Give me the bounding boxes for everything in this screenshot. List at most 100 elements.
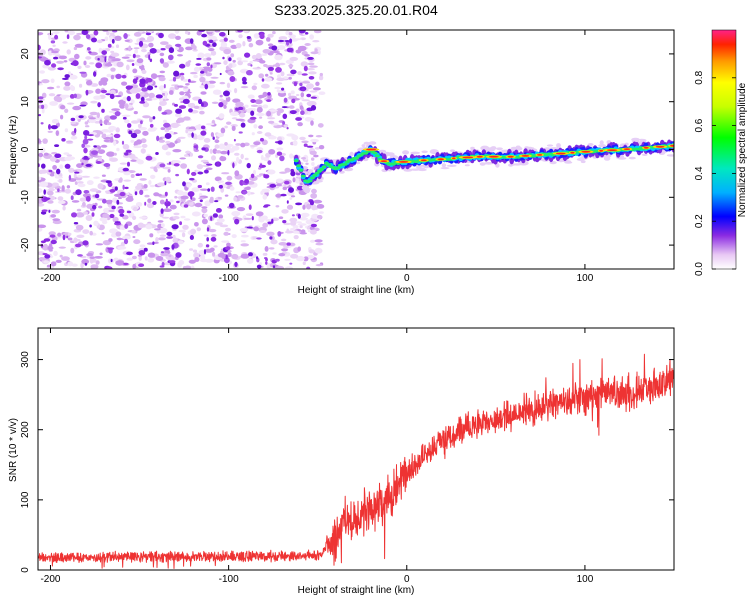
noise-blob-strong xyxy=(93,30,99,36)
noise-blob xyxy=(76,208,82,212)
noise-blob-strong xyxy=(215,208,222,213)
signal-halo xyxy=(587,143,594,146)
noise-blob xyxy=(226,121,232,125)
noise-blob xyxy=(313,30,322,34)
noise-blob-strong xyxy=(161,262,165,267)
noise-blob xyxy=(188,60,192,63)
noise-blob-strong xyxy=(197,155,204,159)
noise-blob xyxy=(261,83,270,89)
noise-blob xyxy=(177,190,184,196)
noise-blob-strong xyxy=(283,97,288,103)
noise-blob xyxy=(303,256,309,262)
noise-blob xyxy=(125,54,132,57)
noise-blob xyxy=(206,30,215,33)
noise-blob xyxy=(193,252,200,259)
noise-blob xyxy=(302,204,306,210)
noise-blob xyxy=(54,190,62,194)
noise-blob xyxy=(39,70,45,74)
noise-blob-strong xyxy=(210,186,215,192)
noise-blob-strong xyxy=(293,81,298,87)
signal-band xyxy=(335,166,341,170)
noise-blob-strong xyxy=(306,93,312,98)
figure-title: S233.2025.325.20.01.R04 xyxy=(274,2,438,18)
noise-blob xyxy=(206,84,216,89)
noise-blob-strong xyxy=(280,193,287,197)
noise-blob-strong xyxy=(171,224,179,230)
noise-blob-strong xyxy=(308,76,315,80)
noise-blob xyxy=(305,162,309,165)
noise-blob xyxy=(70,135,78,140)
noise-blob xyxy=(230,53,235,58)
noise-blob-strong xyxy=(183,204,189,208)
signal-halo xyxy=(416,166,422,169)
noise-blob xyxy=(119,177,123,182)
noise-blob xyxy=(130,159,137,162)
noise-blob-strong xyxy=(307,56,314,60)
noise-blob xyxy=(83,144,91,148)
noise-blob-strong xyxy=(48,169,53,173)
noise-blob xyxy=(89,188,99,192)
noise-blob xyxy=(296,255,305,262)
noise-blob xyxy=(52,218,61,222)
signal-peak xyxy=(462,156,474,159)
noise-blob-strong xyxy=(242,190,248,195)
noise-blob xyxy=(268,120,275,124)
noise-blob-strong xyxy=(119,213,125,217)
noise-blob-strong xyxy=(97,102,101,108)
noise-blob xyxy=(223,60,228,65)
noise-blob xyxy=(172,216,180,220)
noise-blob xyxy=(118,99,126,106)
noise-blob xyxy=(108,125,117,131)
noise-blob xyxy=(118,196,122,200)
y-tick-label: 0 xyxy=(20,567,31,573)
signal-halo xyxy=(421,150,428,154)
noise-blob xyxy=(165,151,171,156)
noise-blob xyxy=(114,35,122,41)
noise-blob xyxy=(208,35,218,41)
signal-peak xyxy=(555,152,566,155)
noise-blob-strong xyxy=(145,155,153,161)
noise-blob-strong xyxy=(62,234,66,241)
noise-blob xyxy=(177,85,184,88)
noise-blob-strong xyxy=(207,188,211,192)
signal-halo xyxy=(496,147,503,151)
noise-blob xyxy=(192,134,199,140)
noise-blob xyxy=(311,218,318,222)
noise-blob xyxy=(89,230,93,236)
noise-blob xyxy=(121,56,130,59)
noise-blob xyxy=(132,68,138,74)
noise-blob xyxy=(74,181,78,186)
noise-blob-strong xyxy=(152,201,157,205)
noise-blob-strong xyxy=(149,58,153,63)
noise-blob xyxy=(126,59,135,63)
noise-blob-strong xyxy=(139,189,144,195)
noise-blob-strong xyxy=(50,239,57,245)
noise-blob xyxy=(226,82,231,89)
noise-blob xyxy=(240,234,249,238)
noise-blob xyxy=(62,205,66,211)
noise-blob xyxy=(302,261,306,266)
noise-blob xyxy=(162,216,170,219)
noise-blob xyxy=(75,224,84,231)
noise-blob xyxy=(38,176,42,181)
noise-blob xyxy=(158,139,165,143)
noise-blob-strong xyxy=(175,108,183,114)
noise-blob-strong xyxy=(61,77,69,80)
noise-blob-strong xyxy=(111,205,116,210)
noise-blob-strong xyxy=(201,147,206,151)
noise-blob xyxy=(158,76,166,82)
noise-blob xyxy=(274,86,282,90)
noise-blob xyxy=(314,239,323,243)
noise-blob xyxy=(74,53,80,60)
noise-blob-strong xyxy=(38,56,42,59)
noise-blob xyxy=(153,166,157,172)
noise-blob xyxy=(135,202,143,207)
noise-blob xyxy=(251,54,258,60)
noise-blob xyxy=(209,247,215,252)
noise-blob xyxy=(288,31,293,36)
noise-blob-strong xyxy=(105,93,111,96)
noise-blob-strong xyxy=(223,90,230,97)
noise-blob xyxy=(275,265,285,269)
noise-blob-strong xyxy=(154,85,158,88)
noise-blob-strong xyxy=(66,235,69,239)
